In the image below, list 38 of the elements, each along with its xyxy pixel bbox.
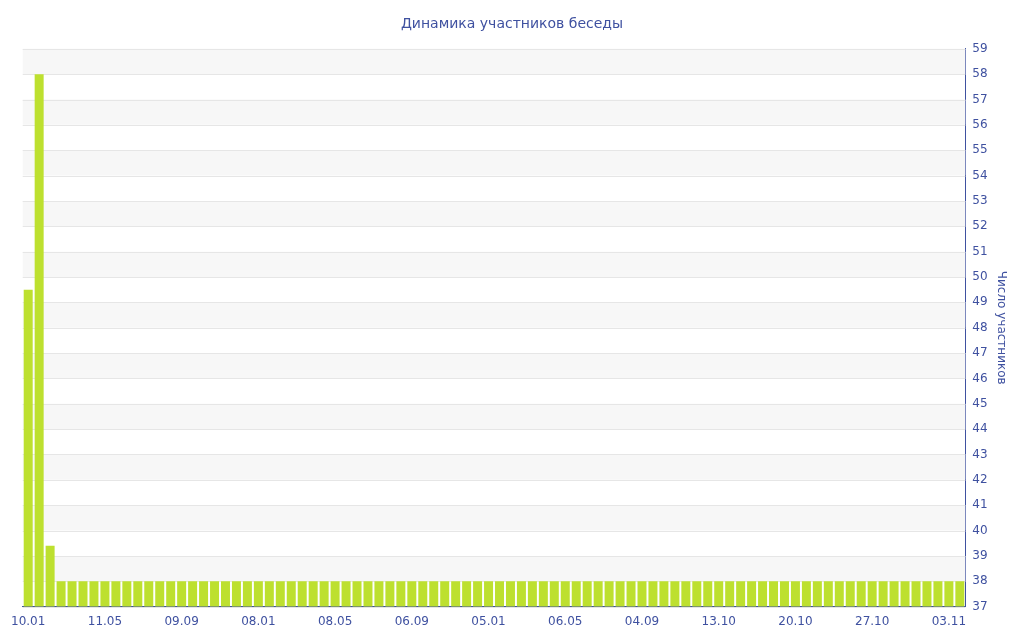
y-tick-label: 52 <box>972 218 988 233</box>
y-tick-label: 56 <box>972 116 988 131</box>
y-tick-label: 48 <box>972 319 988 334</box>
x-tick-label: 05.01 <box>471 613 506 628</box>
y-tick-label: 53 <box>972 193 988 208</box>
x-tick-label: 08.01 <box>241 613 276 628</box>
y-tick-label: 37 <box>972 598 988 613</box>
x-tick-label: 09.09 <box>164 613 199 628</box>
x-tick-label: 10.01 <box>11 613 46 628</box>
y-tick-label: 41 <box>972 497 988 512</box>
x-tick-label: 04.09 <box>624 613 660 628</box>
y-axis-title: Число участников <box>994 270 1009 385</box>
y-tick-label: 40 <box>972 522 988 537</box>
x-tick-label: 06.09 <box>394 613 429 628</box>
y-tick-label: 59 <box>972 40 988 55</box>
y-tick-label: 54 <box>972 167 988 182</box>
y-tick-label: 49 <box>972 294 988 309</box>
y-tick-label: 57 <box>972 91 988 106</box>
y-tick-label: 46 <box>972 370 988 385</box>
x-tick-label: 11.05 <box>87 613 123 628</box>
y-tick-label: 55 <box>972 142 988 157</box>
x-tick-label: 06.05 <box>548 613 583 628</box>
y-tick-label: 47 <box>972 345 988 360</box>
x-tick-label: 13.10 <box>701 613 736 628</box>
y-tick-label: 51 <box>972 243 988 258</box>
x-tick-label: 27.10 <box>854 613 890 628</box>
chart-title: Динамика участников беседы <box>400 15 624 32</box>
y-tick-label: 45 <box>972 395 988 410</box>
y-tick-label: 58 <box>972 66 988 81</box>
y-tick-label: 38 <box>972 573 988 588</box>
y-tick-label: 44 <box>972 421 988 436</box>
y-tick-label: 39 <box>972 548 988 563</box>
y-tick-label: 42 <box>972 471 988 486</box>
x-tick-label: 20.10 <box>778 613 813 628</box>
x-tick-label: 03.11 <box>931 613 967 628</box>
y-tick-label: 50 <box>972 269 988 284</box>
y-tick-label: 43 <box>972 446 988 461</box>
x-tick-label: 08.05 <box>317 613 353 628</box>
